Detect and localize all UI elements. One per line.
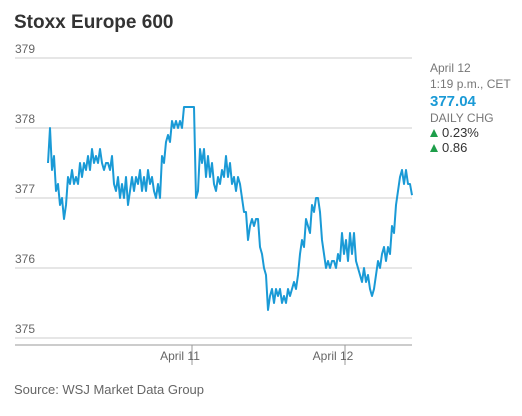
x-tick-label: April 11	[160, 349, 200, 363]
x-tick-label: April 12	[313, 349, 354, 363]
chart-title: Stoxx Europe 600	[14, 12, 173, 33]
panel-time: 1:19 p.m., CET	[430, 77, 511, 91]
y-tick-label: 375	[15, 322, 35, 336]
panel-change-pct: 0.23%	[442, 125, 479, 140]
line	[47, 106, 413, 311]
up-arrow	[430, 129, 438, 137]
y-tick-label: 379	[15, 42, 35, 56]
panel-date: April 12	[430, 61, 471, 75]
source: Source: WSJ Market Data Group	[14, 382, 204, 397]
panel-change-pts: 0.86	[442, 140, 467, 155]
y-tick-label: 377	[15, 182, 35, 196]
y-tick-label: 378	[15, 112, 35, 126]
panel-change-label: DAILY CHG	[430, 111, 494, 125]
y-tick-label: 376	[15, 252, 35, 266]
panel-last: 377.04	[430, 93, 477, 110]
up-arrow	[430, 144, 438, 152]
